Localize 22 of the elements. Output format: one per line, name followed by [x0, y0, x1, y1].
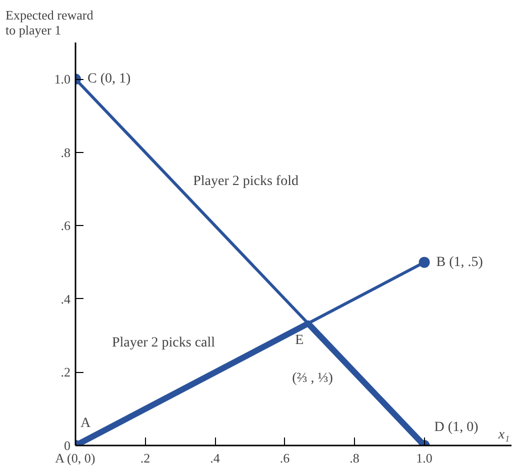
annotation: A: [80, 416, 92, 431]
x-tick-label: .2: [140, 450, 150, 466]
x-tick-label: .4: [210, 450, 220, 466]
annotation: (⅔ , ⅓): [292, 371, 334, 386]
chart-title: Expected reward to player 1: [6, 8, 94, 38]
annotation: C (0, 1): [88, 72, 131, 87]
y-tick-label: 0: [64, 438, 70, 453]
y-tick-label: .8: [60, 144, 70, 160]
x-tick-label: .8: [350, 450, 360, 466]
annotation: Player 2 picks call: [112, 336, 216, 351]
annotation: D (1, 0): [434, 420, 479, 435]
y-tick-label: .6: [60, 218, 71, 234]
x-tick-label: 1.0: [416, 450, 432, 466]
annotation: E: [295, 333, 304, 348]
x-tick-label: .6: [280, 450, 290, 466]
x-axis-title: x₁: [497, 428, 510, 442]
annotation: B (1, .5): [436, 254, 484, 270]
x-tick-label: A (0, 0): [55, 450, 96, 466]
y-tick-label: .2: [60, 364, 70, 380]
y-tick-label: .4: [60, 291, 71, 306]
annotation: Player 2 picks fold: [193, 174, 298, 189]
y-tick-label: 1.0: [54, 72, 70, 87]
